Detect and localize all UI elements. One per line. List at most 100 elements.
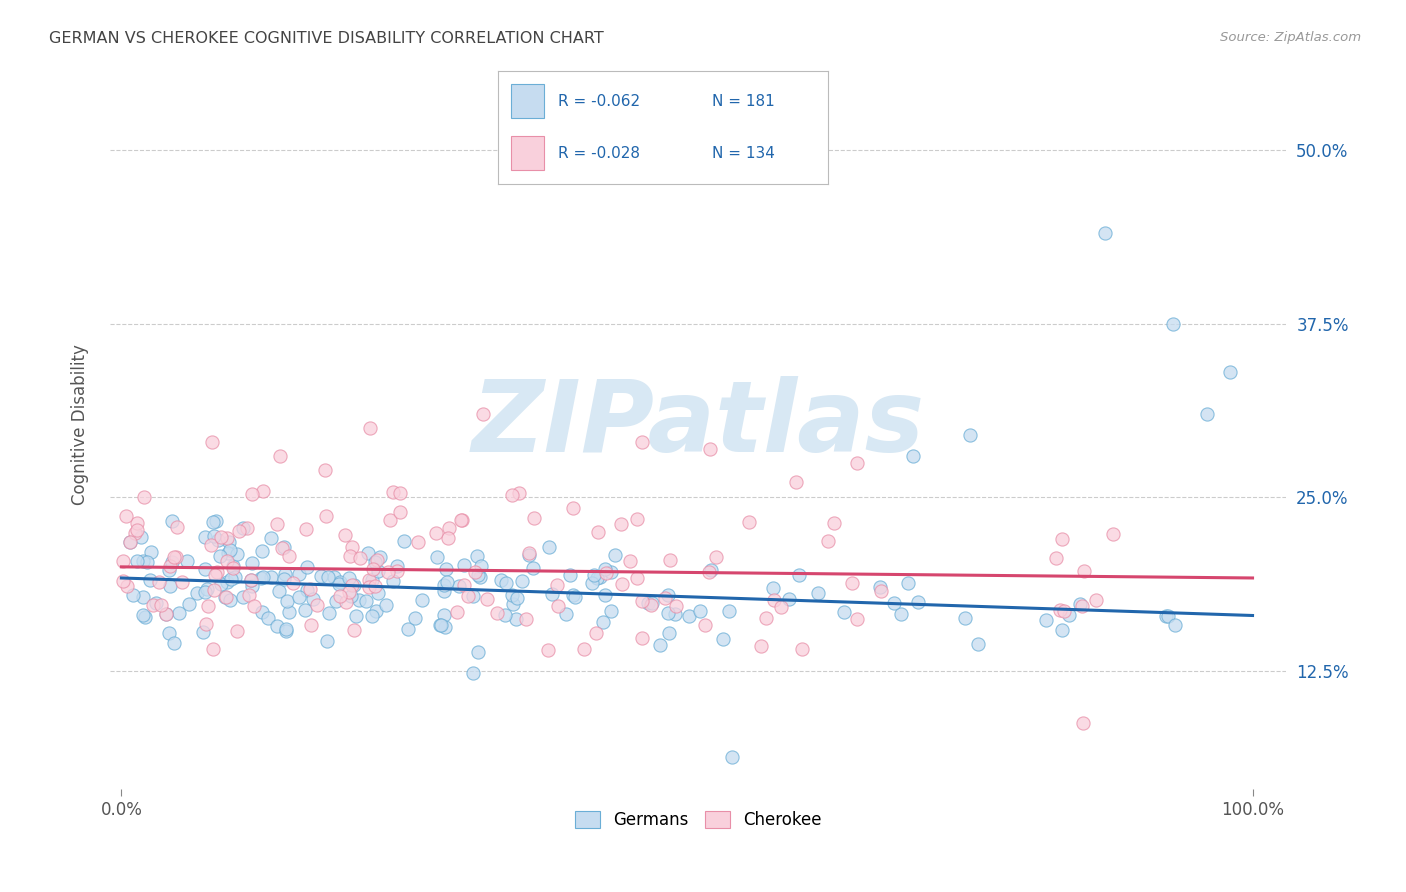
Point: [693, 618, 716, 632]
Point: [697, 566, 720, 580]
Point: [1157, 609, 1180, 624]
Point: [648, 638, 671, 652]
Point: [387, 564, 409, 578]
Point: [238, 588, 260, 602]
Point: [273, 572, 295, 586]
Point: [157, 563, 180, 577]
Point: [495, 576, 517, 591]
Point: [193, 625, 215, 640]
Point: [769, 599, 792, 614]
Point: [194, 562, 217, 576]
Point: [165, 549, 187, 564]
Point: [1163, 317, 1185, 331]
Point: [593, 562, 616, 576]
Point: [385, 558, 408, 573]
Point: [375, 598, 398, 612]
Point: [224, 570, 246, 584]
Point: [132, 591, 155, 605]
Point: [555, 607, 578, 621]
Point: [162, 549, 184, 564]
Point: [124, 525, 146, 540]
Point: [581, 576, 603, 591]
Point: [217, 546, 239, 560]
Point: [426, 550, 449, 565]
Point: [349, 551, 371, 566]
Point: [343, 624, 366, 638]
Point: [461, 666, 484, 681]
Point: [508, 485, 530, 500]
Point: [329, 589, 352, 603]
Point: [967, 637, 990, 651]
Point: [207, 533, 229, 547]
Point: [1050, 623, 1073, 637]
Point: [297, 559, 319, 574]
Point: [377, 566, 399, 580]
Point: [252, 483, 274, 498]
Point: [1049, 603, 1071, 617]
Point: [277, 549, 299, 564]
Point: [453, 558, 475, 572]
Point: [118, 535, 141, 549]
Point: [603, 549, 626, 563]
Point: [357, 546, 380, 560]
Point: [325, 594, 347, 608]
Point: [277, 605, 299, 619]
Point: [145, 597, 167, 611]
Point: [755, 611, 778, 625]
Point: [201, 642, 224, 657]
Point: [118, 535, 141, 549]
Point: [959, 427, 981, 442]
Point: [294, 603, 316, 617]
Point: [637, 596, 659, 610]
Point: [561, 588, 583, 602]
Point: [641, 596, 664, 610]
Point: [240, 487, 263, 501]
Point: [240, 579, 263, 593]
Point: [817, 534, 839, 549]
Point: [337, 584, 360, 599]
Point: [339, 549, 361, 563]
Point: [295, 522, 318, 536]
Point: [342, 577, 364, 591]
Point: [700, 563, 723, 577]
Point: [749, 639, 772, 653]
Point: [955, 610, 977, 624]
Point: [823, 516, 845, 531]
Point: [432, 577, 454, 591]
Point: [125, 523, 148, 537]
Point: [572, 642, 595, 657]
Point: [883, 596, 905, 610]
Point: [546, 578, 568, 592]
Point: [626, 512, 648, 526]
Point: [437, 521, 460, 535]
Point: [869, 583, 891, 598]
Point: [299, 618, 322, 632]
Point: [125, 554, 148, 568]
Point: [626, 571, 648, 585]
Point: [159, 558, 181, 573]
Point: [209, 530, 232, 544]
Point: [1219, 365, 1241, 379]
Point: [215, 574, 238, 589]
Point: [166, 520, 188, 534]
Point: [157, 625, 180, 640]
Point: [228, 524, 250, 539]
Point: [657, 606, 679, 620]
Point: [132, 554, 155, 568]
Point: [467, 645, 489, 659]
Point: [467, 568, 489, 582]
Point: [273, 540, 295, 554]
Point: [547, 599, 569, 613]
Point: [510, 574, 533, 589]
Point: [464, 565, 486, 579]
Point: [564, 591, 586, 605]
Point: [364, 555, 387, 569]
Point: [901, 449, 924, 463]
Point: [318, 607, 340, 621]
Point: [259, 569, 281, 583]
Point: [167, 606, 190, 620]
Point: [266, 516, 288, 531]
Point: [287, 590, 309, 604]
Point: [219, 542, 242, 557]
Point: [239, 573, 262, 587]
